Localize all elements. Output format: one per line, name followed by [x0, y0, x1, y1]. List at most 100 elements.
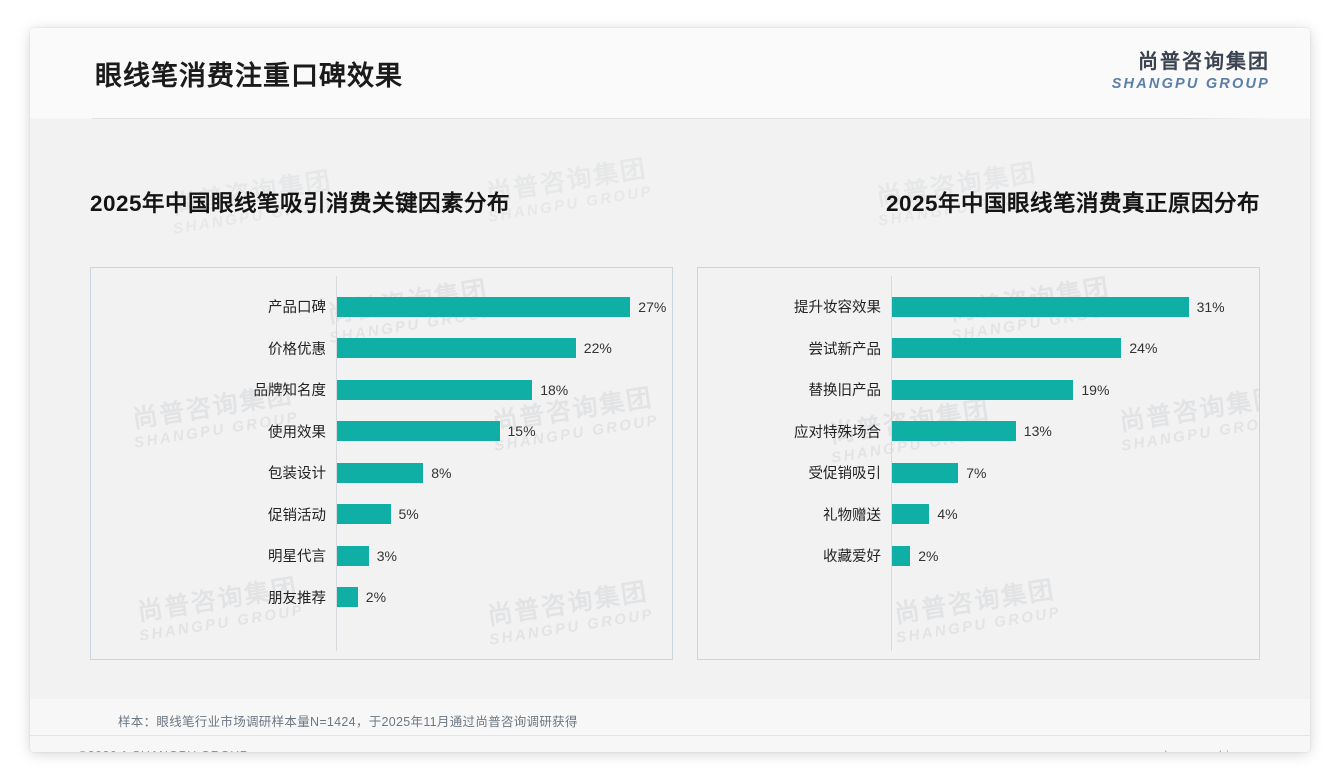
- bar-value-label: 19%: [1081, 381, 1110, 398]
- website-link[interactable]: www.shangpu-china.com: [1127, 749, 1272, 752]
- bar[interactable]: [336, 545, 369, 566]
- bar-track: 4%: [891, 494, 1259, 536]
- bar-value-label: 2%: [365, 589, 387, 606]
- chart-block-right: 2025年中国眼线笔消费真正原因分布 尚普咨询集团 SHANGPU GROUP …: [697, 119, 1260, 660]
- watermark: 尚普咨询集团 SHANGPU GROUP: [890, 575, 1062, 647]
- bar-value-label: 24%: [1129, 340, 1158, 357]
- bar-row: 应对特殊场合 13%: [698, 411, 1259, 453]
- bar-category-label: 尝试新产品: [808, 341, 882, 358]
- bar-value-label: 31%: [1196, 298, 1225, 315]
- bar[interactable]: [336, 338, 576, 359]
- bar-category-label: 朋友推荐: [268, 590, 326, 607]
- bar[interactable]: [891, 338, 1122, 359]
- bar[interactable]: [891, 462, 959, 483]
- chart-title-left: 2025年中国眼线笔吸引消费关键因素分布: [90, 191, 511, 216]
- logo-chinese-text: 尚普咨询集团: [1138, 51, 1270, 73]
- bar-value-label: 4%: [937, 506, 958, 523]
- watermark-chinese: 尚普咨询集团: [892, 575, 1058, 629]
- bar-track: 31%: [891, 286, 1259, 328]
- bar-track: 19%: [891, 369, 1259, 411]
- slide-header: 眼线笔消费注重口碑效果 尚普咨询集团 SHANGPU GROUP: [30, 28, 1310, 118]
- bar-value-label: 18%: [540, 381, 569, 398]
- slide-footer: ©2026.1 SHANGPU GROUP www.shangpu-china.…: [30, 735, 1310, 752]
- bar[interactable]: [336, 587, 358, 608]
- bar-row: 促销活动 5%: [91, 494, 672, 536]
- bar-value-label: 22%: [583, 340, 612, 357]
- bar-category-label: 包装设计: [268, 466, 326, 483]
- slide-canvas: 眼线笔消费注重口碑效果 尚普咨询集团 SHANGPU GROUP 尚普咨询集团 …: [30, 28, 1310, 752]
- bar-value-label: 2%: [918, 547, 939, 564]
- bar-track: 3%: [336, 535, 672, 577]
- bar-category-label: 收藏爱好: [823, 549, 881, 566]
- bar[interactable]: [891, 421, 1016, 442]
- bar-value-label: 5%: [398, 506, 419, 523]
- slide-body: 尚普咨询集团 SHANGPU GROUP 尚普咨询集团 SHANGPU GROU…: [30, 119, 1310, 699]
- chart-block-left: 2025年中国眼线笔吸引消费关键因素分布 尚普咨询集团 SHANGPU GROU…: [90, 119, 673, 660]
- bar-value-label: 27%: [638, 298, 667, 315]
- bar-track: 5%: [336, 494, 672, 536]
- bar-row: 明星代言 3%: [91, 535, 672, 577]
- bar-row: 包装设计 8%: [91, 452, 672, 494]
- bar-category-label: 价格优惠: [268, 341, 326, 358]
- header-divider: [92, 118, 1278, 119]
- watermark-english: SHANGPU GROUP: [894, 603, 1063, 647]
- bar[interactable]: [891, 504, 930, 525]
- sample-footnote: 样本：眼线笔行业市场调研样本量N=1424，于2025年11月通过尚普咨询调研获…: [118, 715, 578, 729]
- bar-track: 24%: [891, 328, 1259, 370]
- bar[interactable]: [336, 504, 391, 525]
- bar-track: 2%: [336, 577, 672, 619]
- bar-value-label: 15%: [507, 423, 536, 440]
- bar-track: 8%: [336, 452, 672, 494]
- bar-rows-left: 产品口碑 27% 价格优惠 22% 品牌知名度 18% 使用效果 15% 包装设计 8% 促销活动 5…: [91, 268, 672, 618]
- copyright-text: ©2026.1 SHANGPU GROUP: [78, 749, 248, 752]
- bar[interactable]: [336, 296, 631, 317]
- bar-category-label: 促销活动: [268, 507, 326, 524]
- bar-track: 15%: [336, 411, 672, 453]
- chart-title-right: 2025年中国眼线笔消费真正原因分布: [885, 191, 1260, 216]
- bar-row: 使用效果 15%: [91, 411, 672, 453]
- bar-value-label: 8%: [431, 464, 452, 481]
- bar-row: 提升妆容效果 31%: [698, 286, 1259, 328]
- bar-category-label: 应对特殊场合: [794, 424, 881, 441]
- brand-logo: 尚普咨询集团 SHANGPU GROUP: [1112, 52, 1270, 92]
- bar-rows-right: 提升妆容效果 31% 尝试新产品 24% 替换旧产品 19% 应对特殊场合 13% 受促销吸引 7…: [698, 268, 1259, 577]
- bar-track: 18%: [336, 369, 672, 411]
- chart-panel-left: 尚普咨询集团 SHANGPU GROUP 尚普咨询集团 SHANGPU GROU…: [90, 267, 673, 660]
- bar-track: 27%: [336, 286, 672, 328]
- bar-row: 朋友推荐 2%: [91, 577, 672, 619]
- bar-category-label: 礼物赠送: [823, 507, 881, 524]
- bar-row: 替换旧产品 19%: [698, 369, 1259, 411]
- chart-panel-right: 尚普咨询集团 SHANGPU GROUP 尚普咨询集团 SHANGPU GROU…: [697, 267, 1260, 660]
- bar-row: 尝试新产品 24%: [698, 328, 1259, 370]
- bar-category-label: 受促销吸引: [808, 466, 882, 483]
- bar-category-label: 替换旧产品: [808, 383, 882, 400]
- bar-track: 7%: [891, 452, 1259, 494]
- bar-row: 价格优惠 22%: [91, 328, 672, 370]
- bar[interactable]: [336, 379, 533, 400]
- bar-track: 13%: [891, 411, 1259, 453]
- bar-value-label: 7%: [966, 464, 987, 481]
- bar[interactable]: [891, 296, 1189, 317]
- bar-category-label: 品牌知名度: [253, 383, 327, 400]
- bar-row: 礼物赠送 4%: [698, 494, 1259, 536]
- chart-axis-line-right: [891, 276, 892, 651]
- bar-value-label: 3%: [376, 547, 397, 564]
- bar-category-label: 产品口碑: [268, 300, 326, 317]
- bar-track: 22%: [336, 328, 672, 370]
- bar[interactable]: [336, 462, 424, 483]
- bar-value-label: 13%: [1023, 423, 1052, 440]
- chart-axis-line-left: [336, 276, 337, 651]
- bar-row: 品牌知名度 18%: [91, 369, 672, 411]
- bar-category-label: 使用效果: [268, 424, 326, 441]
- bar-row: 产品口碑 27%: [91, 286, 672, 328]
- bar-category-label: 提升妆容效果: [794, 300, 881, 317]
- bar[interactable]: [891, 379, 1074, 400]
- bar-row: 收藏爱好 2%: [698, 535, 1259, 577]
- page-title: 眼线笔消费注重口碑效果: [95, 61, 403, 91]
- bar-category-label: 明星代言: [268, 549, 326, 566]
- bar-track: 2%: [891, 535, 1259, 577]
- bar[interactable]: [336, 421, 500, 442]
- bar[interactable]: [891, 545, 911, 566]
- logo-english-text: SHANGPU GROUP: [1111, 76, 1270, 92]
